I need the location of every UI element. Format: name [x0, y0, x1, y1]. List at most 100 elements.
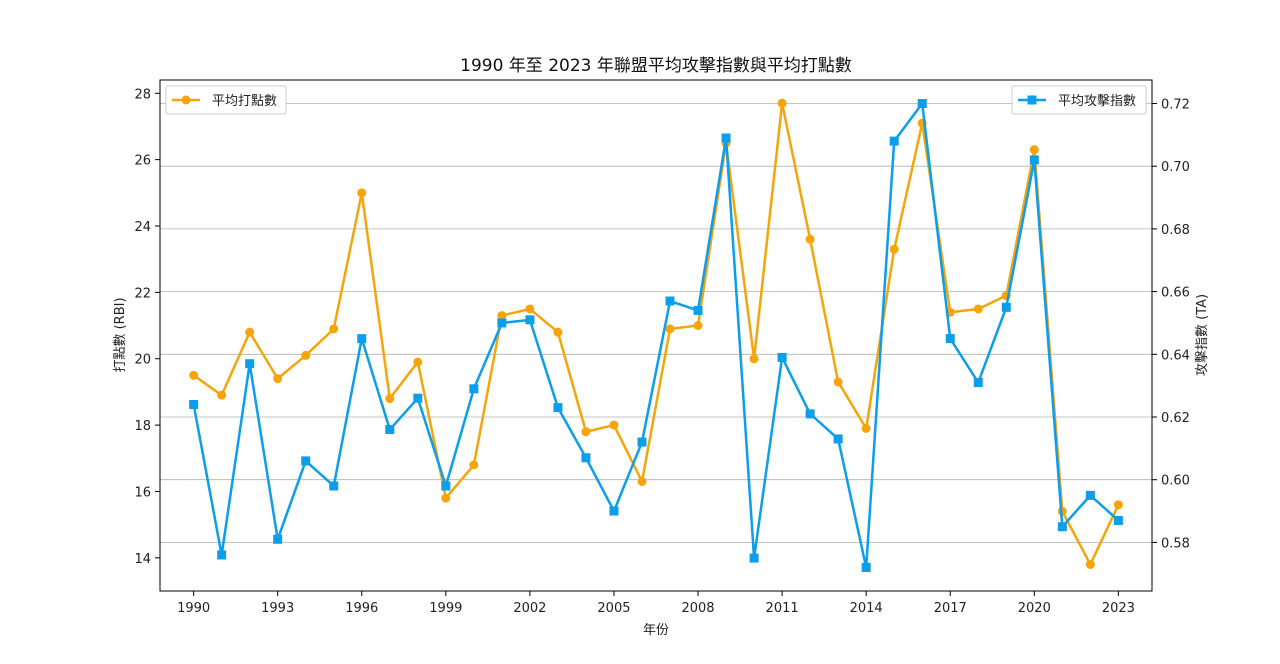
- x-tick-label: 1993: [261, 601, 294, 616]
- legend-right-marker: [1027, 95, 1037, 105]
- data-point: [833, 377, 843, 387]
- data-point: [1057, 522, 1067, 532]
- data-point: [581, 427, 591, 437]
- data-point: [777, 352, 787, 362]
- left-y-tick-label: 22: [134, 286, 151, 301]
- data-point: [357, 334, 367, 344]
- data-point: [609, 506, 619, 516]
- left-y-tick-label: 26: [134, 154, 151, 169]
- data-point: [609, 420, 619, 430]
- legend-right: 平均攻擊指數: [1011, 85, 1147, 115]
- data-point: [245, 327, 255, 337]
- data-point: [329, 481, 339, 491]
- data-point: [497, 318, 507, 328]
- data-point: [637, 437, 647, 447]
- data-point: [469, 384, 479, 394]
- x-tick-label: 2017: [934, 601, 967, 616]
- right-y-axis-title: 攻擊指數 (TA): [1194, 294, 1210, 376]
- left-y-tick-label: 18: [134, 419, 151, 434]
- legend-left: 平均打點數: [165, 85, 287, 115]
- left-y-tick-label: 24: [134, 220, 151, 235]
- left-y-tick-label: 16: [134, 485, 151, 500]
- plot-frame: [159, 79, 1153, 592]
- right-y-axis: 0.58 0.60 0.62 0.64 0.66 0.68 0.70 0.72: [1152, 98, 1190, 551]
- data-point: [273, 374, 283, 384]
- data-point: [833, 434, 843, 444]
- legend-right-box: [1011, 85, 1147, 115]
- chart-title: 1990 年至 2023 年聯盟平均攻擊指數與平均打點數: [460, 56, 852, 76]
- right-y-tick-label: 0.66: [1161, 286, 1190, 301]
- data-point: [1029, 145, 1039, 155]
- right-y-tick-label: 0.62: [1161, 411, 1190, 426]
- data-point: [749, 553, 759, 563]
- data-point: [245, 359, 255, 369]
- right-y-tick-label: 0.64: [1161, 348, 1190, 363]
- data-point: [357, 188, 367, 198]
- data-point: [1001, 302, 1011, 312]
- x-tick-label: 1999: [429, 601, 462, 616]
- data-point: [917, 99, 927, 109]
- x-tick-label: 2014: [850, 601, 883, 616]
- x-tick-label: 2020: [1018, 601, 1051, 616]
- left-y-axis: 14 16 18 20 22 24 26 28: [134, 87, 160, 567]
- data-point: [189, 399, 199, 409]
- data-point: [693, 321, 703, 331]
- data-point: [329, 324, 339, 334]
- data-point: [441, 493, 451, 503]
- data-point: [1113, 500, 1123, 510]
- data-point: [553, 403, 563, 413]
- x-tick-label: 2002: [513, 601, 546, 616]
- data-point: [273, 534, 283, 544]
- x-tick-label: 2008: [681, 601, 714, 616]
- left-y-tick-label: 20: [134, 353, 151, 368]
- left-y-axis-title: 打點數 (RBI): [113, 297, 128, 372]
- data-point: [581, 453, 591, 463]
- x-tick-label: 1990: [177, 601, 210, 616]
- data-point: [189, 370, 199, 380]
- data-point: [693, 305, 703, 315]
- x-tick-label: 2005: [597, 601, 630, 616]
- data-point: [525, 315, 535, 325]
- data-point: [665, 296, 675, 306]
- data-point: [777, 98, 787, 108]
- data-point: [441, 481, 451, 491]
- legend-left-marker: [181, 95, 191, 105]
- data-point: [889, 136, 899, 146]
- data-point: [861, 562, 871, 572]
- data-point: [553, 327, 563, 337]
- data-point: [665, 324, 675, 334]
- right-y-tick-label: 0.60: [1161, 474, 1190, 489]
- legend-right-label: 平均攻擊指數: [1058, 93, 1136, 109]
- data-point: [1085, 490, 1095, 500]
- x-tick-label: 1996: [345, 601, 378, 616]
- data-point: [301, 350, 311, 360]
- data-point: [637, 477, 647, 486]
- left-y-tick-label: 14: [134, 552, 151, 567]
- data-point: [525, 304, 535, 314]
- x-axis: 1990 1993 1996 1999 2002 2005 2008 2011 2014 2017…: [177, 591, 1135, 616]
- x-axis-title: 年份: [643, 623, 669, 638]
- data-point: [805, 234, 815, 244]
- data-point: [497, 311, 507, 321]
- series-rbi-line: [192, 101, 1120, 566]
- data-point: [945, 334, 955, 344]
- data-point: [413, 357, 423, 367]
- left-y-tick-label: 28: [134, 87, 151, 102]
- data-point: [217, 550, 227, 560]
- right-y-tick-label: 0.70: [1161, 160, 1190, 175]
- data-point: [973, 378, 983, 388]
- data-point: [889, 244, 899, 254]
- legend-left-box: [165, 85, 287, 115]
- x-tick-label: 2023: [1102, 601, 1135, 616]
- data-point: [973, 304, 983, 314]
- right-y-tick-label: 0.72: [1161, 98, 1190, 113]
- data-point: [861, 423, 871, 433]
- data-point: [721, 133, 731, 143]
- right-y-tick-label: 0.58: [1161, 536, 1190, 551]
- series-ta: [189, 99, 1123, 572]
- data-point: [749, 354, 759, 364]
- data-point: [1113, 515, 1123, 525]
- data-point: [301, 456, 311, 466]
- data-point: [1085, 559, 1095, 569]
